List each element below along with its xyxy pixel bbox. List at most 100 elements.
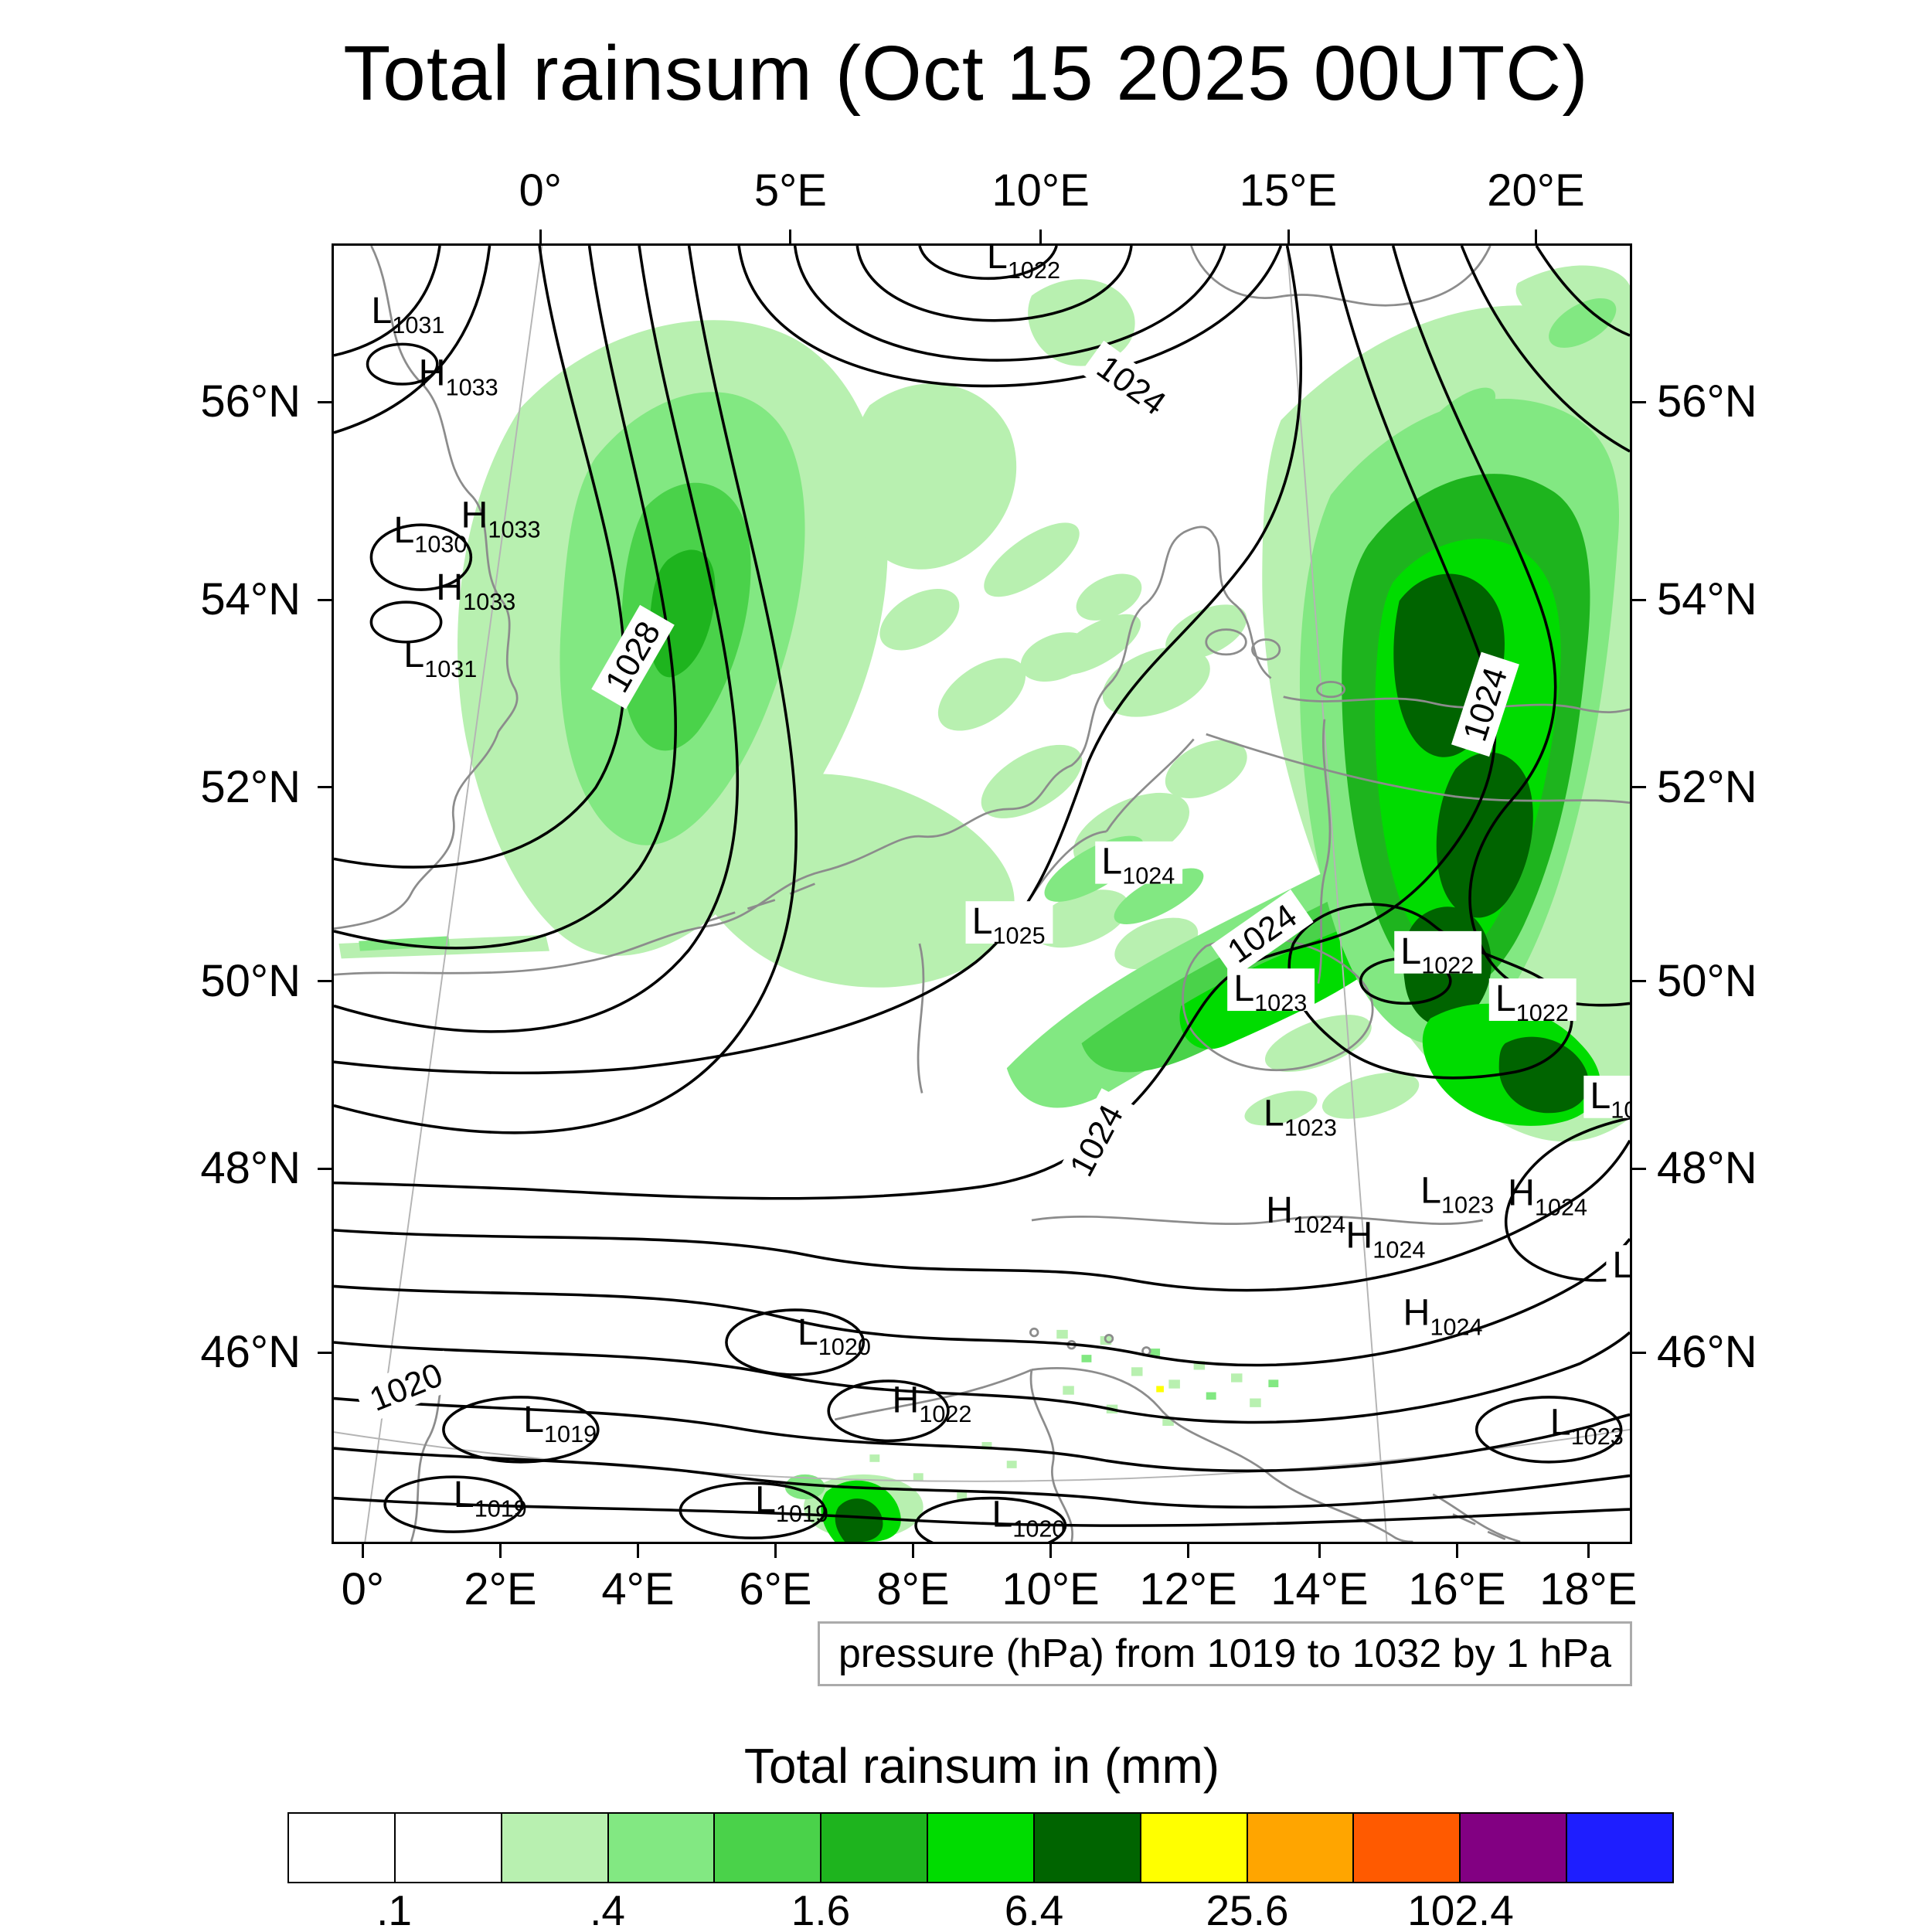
axis-label-bottom-3: 6°E [739, 1564, 812, 1614]
pressure-label-box [1227, 968, 1315, 1012]
pressure-center-label: H1022 [892, 1379, 971, 1427]
isobar-inline-label: 1024 [1080, 340, 1183, 430]
pressure-range-note: pressure (hPa) from 1019 to 1032 by 1 hP… [817, 1621, 1632, 1686]
axis-label-bottom-6: 12°E [1139, 1564, 1237, 1614]
isobar-layer [334, 246, 1630, 1542]
axis-tick-top-0 [539, 230, 542, 243]
pressure-center-label-layer: L1031H1033H1033L1030H1033L1031L1022L1024… [371, 246, 1630, 1542]
colorbar-tick-label-2: 1.6 [791, 1886, 851, 1932]
colorbar-cell-7 [1032, 1814, 1140, 1882]
axis-label-top-4: 20°E [1487, 165, 1585, 216]
colorbar-cell-11 [1459, 1814, 1566, 1882]
axis-tick-left-5 [318, 1351, 332, 1354]
coastline-layer [334, 246, 1630, 1542]
axis-label-bottom-9: 18°E [1539, 1564, 1638, 1614]
pressure-center-label: L1031 [403, 634, 477, 682]
colorbar [287, 1812, 1674, 1883]
axis-label-right-4: 48°N [1657, 1143, 1757, 1194]
axis-label-top-2: 10°E [992, 165, 1090, 216]
meridian-15e [1286, 246, 1388, 1542]
colorbar-cell-10 [1352, 1814, 1460, 1882]
axis-tick-left-1 [318, 598, 332, 601]
axis-tick-left-4 [318, 1167, 332, 1170]
axis-label-top-3: 15°E [1239, 165, 1338, 216]
axis-tick-top-4 [1534, 230, 1537, 243]
colorbar-cell-8 [1139, 1814, 1247, 1882]
axis-label-bottom-4: 8°E [876, 1564, 950, 1614]
pressure-center-label: L1022 [1400, 930, 1474, 979]
pressure-center-label: L1023 [1233, 968, 1307, 1016]
pressure-center-label: H1024 [1266, 1189, 1345, 1238]
axis-tick-bottom-1 [498, 1544, 502, 1558]
axis-label-left-5: 46°N [200, 1327, 301, 1378]
axis-tick-top-2 [1039, 230, 1043, 243]
axis-label-left-0: 56°N [200, 376, 301, 427]
axis-tick-bottom-3 [774, 1544, 777, 1558]
axis-tick-bottom-6 [1187, 1544, 1190, 1558]
axis-label-right-5: 46°N [1657, 1327, 1757, 1378]
colorbar-cell-5 [820, 1814, 927, 1882]
pressure-center-label: L1031 [371, 290, 444, 338]
axis-tick-right-5 [1632, 1351, 1646, 1354]
colorbar-tick-label-1: .4 [590, 1886, 625, 1932]
axis-tick-bottom-0 [361, 1544, 364, 1558]
pressure-center-label: L1023 [1550, 1401, 1624, 1450]
pressure-center-label: H1033 [436, 566, 515, 615]
svg-text:1024: 1024 [1063, 1099, 1131, 1182]
pressure-label-box [1095, 841, 1183, 884]
colorbar-tick-label-3: 6.4 [1004, 1886, 1064, 1932]
colorbar-tick-label-4: 25.6 [1206, 1886, 1289, 1932]
axis-tick-bottom-5 [1049, 1544, 1053, 1558]
pressure-center-label: L1020 [992, 1494, 1065, 1542]
pressure-center-label: L1024 [1101, 841, 1175, 889]
axis-label-bottom-2: 4°E [601, 1564, 675, 1614]
axis-label-bottom-7: 14°E [1270, 1564, 1369, 1614]
pressure-center-label: H1033 [461, 494, 540, 543]
pressure-center-label: L1022 [1495, 978, 1569, 1026]
pressure-center-label: H1024 [1508, 1172, 1587, 1221]
pressure-center-label: H1024 [1403, 1291, 1483, 1340]
axis-tick-right-2 [1632, 786, 1646, 789]
map-frame: 1024 1028 1024 1024 1024 1020 L1031 H1033 H1033… [332, 243, 1632, 1544]
colorbar-cell-9 [1246, 1814, 1353, 1882]
axis-tick-right-4 [1632, 1167, 1646, 1170]
axis-label-top-1: 5°E [753, 165, 827, 216]
pressure-center-label: L1022 [987, 246, 1060, 284]
pressure-center-label: L1023 [1420, 1169, 1494, 1218]
axis-label-left-4: 48°N [200, 1143, 301, 1194]
colorbar-cell-12 [1566, 1814, 1672, 1882]
pressure-label-box [1583, 1075, 1630, 1118]
axis-label-right-2: 52°N [1657, 761, 1757, 812]
axis-tick-left-2 [318, 786, 332, 789]
pressure-center-label: L1020 [798, 1311, 871, 1360]
pressure-label-box [1488, 978, 1577, 1021]
axis-tick-bottom-2 [637, 1544, 639, 1558]
axis-tick-right-3 [1632, 980, 1646, 983]
axis-label-top-0: 0° [519, 165, 562, 216]
pressure-label-box [1394, 930, 1482, 974]
meridian-0e [364, 246, 543, 1542]
axis-label-left-3: 50°N [200, 955, 301, 1006]
isobar-inline-label: 1020 [353, 1350, 459, 1424]
axis-tick-top-3 [1287, 230, 1290, 243]
figure-title: Total rainsum (Oct 15 2025 00UTC) [343, 30, 1589, 117]
colorbar-cell-6 [927, 1814, 1033, 1882]
pressure-center-label: L [1612, 1244, 1630, 1286]
axis-label-left-1: 54°N [200, 574, 301, 625]
colorbar-cell-2 [500, 1814, 607, 1882]
colorbar-tick-label-5: 102.4 [1407, 1886, 1514, 1932]
pressure-center-label: L1025 [972, 900, 1046, 949]
axis-tick-bottom-7 [1318, 1544, 1321, 1558]
axis-tick-right-0 [1632, 400, 1646, 403]
axis-label-bottom-5: 10°E [1002, 1564, 1100, 1614]
axis-tick-left-0 [318, 400, 332, 403]
axis-tick-bottom-9 [1587, 1544, 1590, 1558]
pressure-center-label: L1019 [523, 1399, 597, 1447]
colorbar-cell-0 [289, 1814, 394, 1882]
pressure-label-box [1606, 1245, 1630, 1288]
pressure-label-box [965, 901, 1053, 944]
axis-label-right-3: 50°N [1657, 955, 1757, 1006]
pressure-center-label: L1030 [393, 509, 467, 558]
